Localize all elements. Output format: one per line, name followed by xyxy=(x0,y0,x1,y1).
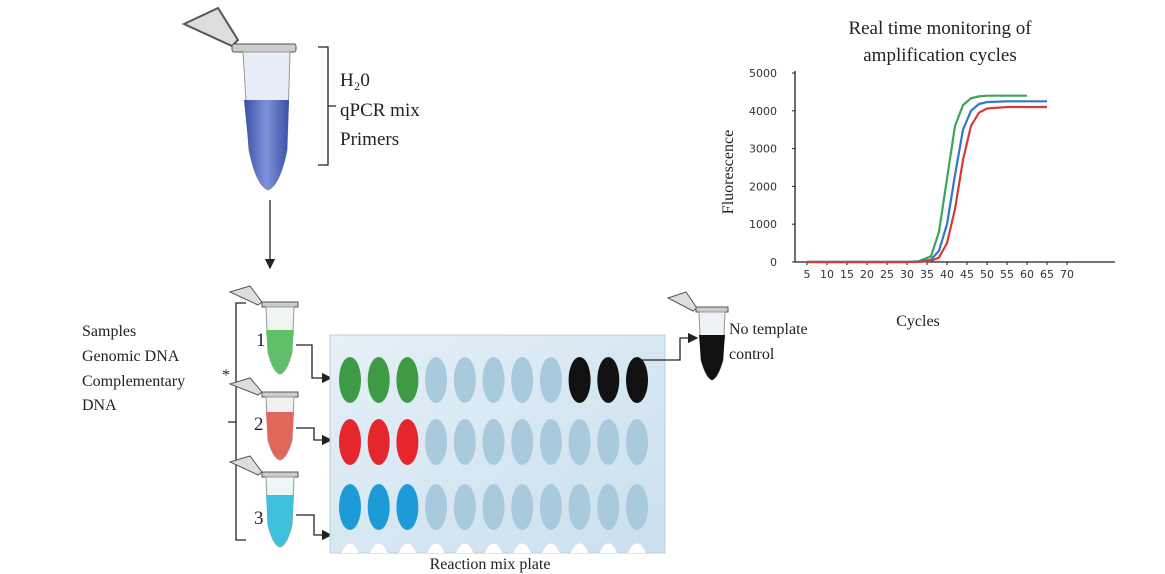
sample-tube xyxy=(228,377,299,461)
y-tick-label: 4000 xyxy=(749,105,777,118)
well xyxy=(626,357,648,403)
well xyxy=(539,419,562,465)
bracket xyxy=(228,302,246,541)
curve xyxy=(807,94,1027,264)
well xyxy=(425,419,448,465)
well xyxy=(511,484,534,530)
arrow xyxy=(296,344,333,384)
well xyxy=(511,419,534,465)
well xyxy=(425,357,448,403)
x-tick-label: 40 xyxy=(940,268,954,281)
y-axis-label: Fluorescence xyxy=(720,130,737,214)
x-tick-label: 45 xyxy=(960,268,974,281)
chart: 0 1000 2000 3000 4000 5000 5 10 15 20 25 30 35 40 45 50… xyxy=(749,67,1115,281)
well xyxy=(453,357,476,403)
well xyxy=(453,419,476,465)
curve xyxy=(807,100,1047,264)
sample-tube xyxy=(228,285,299,375)
reagent: H₂0 xyxy=(340,70,370,91)
well xyxy=(482,357,505,403)
well xyxy=(597,419,620,465)
x-tick-label: 10 xyxy=(820,268,834,281)
well xyxy=(541,542,561,553)
well xyxy=(482,419,505,465)
well xyxy=(482,484,505,530)
x-tick-label: 55 xyxy=(1000,268,1014,281)
well xyxy=(597,484,620,530)
well xyxy=(340,542,360,553)
well xyxy=(397,542,417,553)
sample-text: DNA xyxy=(82,397,117,414)
well xyxy=(396,419,419,465)
tube-number: 3 xyxy=(254,508,264,529)
well xyxy=(339,419,361,465)
well xyxy=(339,357,361,403)
well xyxy=(339,484,361,530)
well xyxy=(453,484,476,530)
well xyxy=(597,357,620,403)
well xyxy=(539,484,562,530)
sample-text: Genomic DNA xyxy=(82,348,180,365)
y-tick-label: 5000 xyxy=(749,67,777,80)
plate-label: Reaction mix plate xyxy=(430,556,551,573)
well xyxy=(396,484,419,530)
curve xyxy=(807,105,1047,264)
well xyxy=(626,419,648,465)
arrow xyxy=(296,514,333,541)
y-tick-label: 3000 xyxy=(749,143,777,156)
well xyxy=(568,357,591,403)
chart-title: Real time monitoring of xyxy=(848,18,1032,39)
y-tick-label: 0 xyxy=(770,256,777,269)
well xyxy=(568,484,591,530)
well xyxy=(511,357,534,403)
x-tick-label: 20 xyxy=(860,268,874,281)
reagent: qPCR mix xyxy=(340,100,420,121)
sample-text: Samples xyxy=(82,323,136,340)
arrow xyxy=(640,332,699,361)
well xyxy=(455,542,475,553)
well xyxy=(539,357,562,403)
well xyxy=(367,419,390,465)
x-tick-label: 50 xyxy=(980,268,994,281)
x-tick-label: 65 xyxy=(1040,268,1054,281)
arrow xyxy=(296,427,333,446)
ntc-text: control xyxy=(729,346,775,363)
reagent: Primers xyxy=(340,129,399,150)
y-tick-label: 2000 xyxy=(749,180,777,193)
well xyxy=(396,357,419,403)
x-tick-label: 5 xyxy=(804,268,811,281)
well xyxy=(369,542,389,553)
sample-text: Complementary xyxy=(82,373,185,390)
x-tick-label: 70 xyxy=(1060,268,1074,281)
x-axis-label: Cycles xyxy=(896,313,940,330)
well xyxy=(367,484,390,530)
sample-tube xyxy=(228,455,299,548)
y-tick-label: 1000 xyxy=(749,218,777,231)
well xyxy=(570,542,590,553)
well xyxy=(627,542,647,553)
well xyxy=(626,484,648,530)
well xyxy=(483,542,504,553)
x-tick-label: 30 xyxy=(900,268,914,281)
ntc-tube xyxy=(666,291,729,381)
well xyxy=(425,484,448,530)
well xyxy=(598,542,618,553)
tube-number: 1 xyxy=(256,330,266,351)
bracket xyxy=(318,46,336,166)
note-mark: * xyxy=(222,367,230,384)
chart-title: amplification cycles xyxy=(863,45,1017,66)
x-tick-label: 15 xyxy=(840,268,854,281)
wells xyxy=(339,357,648,553)
master-tube xyxy=(181,6,297,191)
tube-number: 2 xyxy=(254,414,264,435)
well xyxy=(568,419,591,465)
well xyxy=(367,357,390,403)
well xyxy=(426,542,446,553)
ntc-text: No template xyxy=(729,321,808,338)
well xyxy=(512,542,532,553)
x-tick-label: 25 xyxy=(880,268,894,281)
x-tick-label: 35 xyxy=(920,268,934,281)
x-tick-label: 60 xyxy=(1020,268,1034,281)
